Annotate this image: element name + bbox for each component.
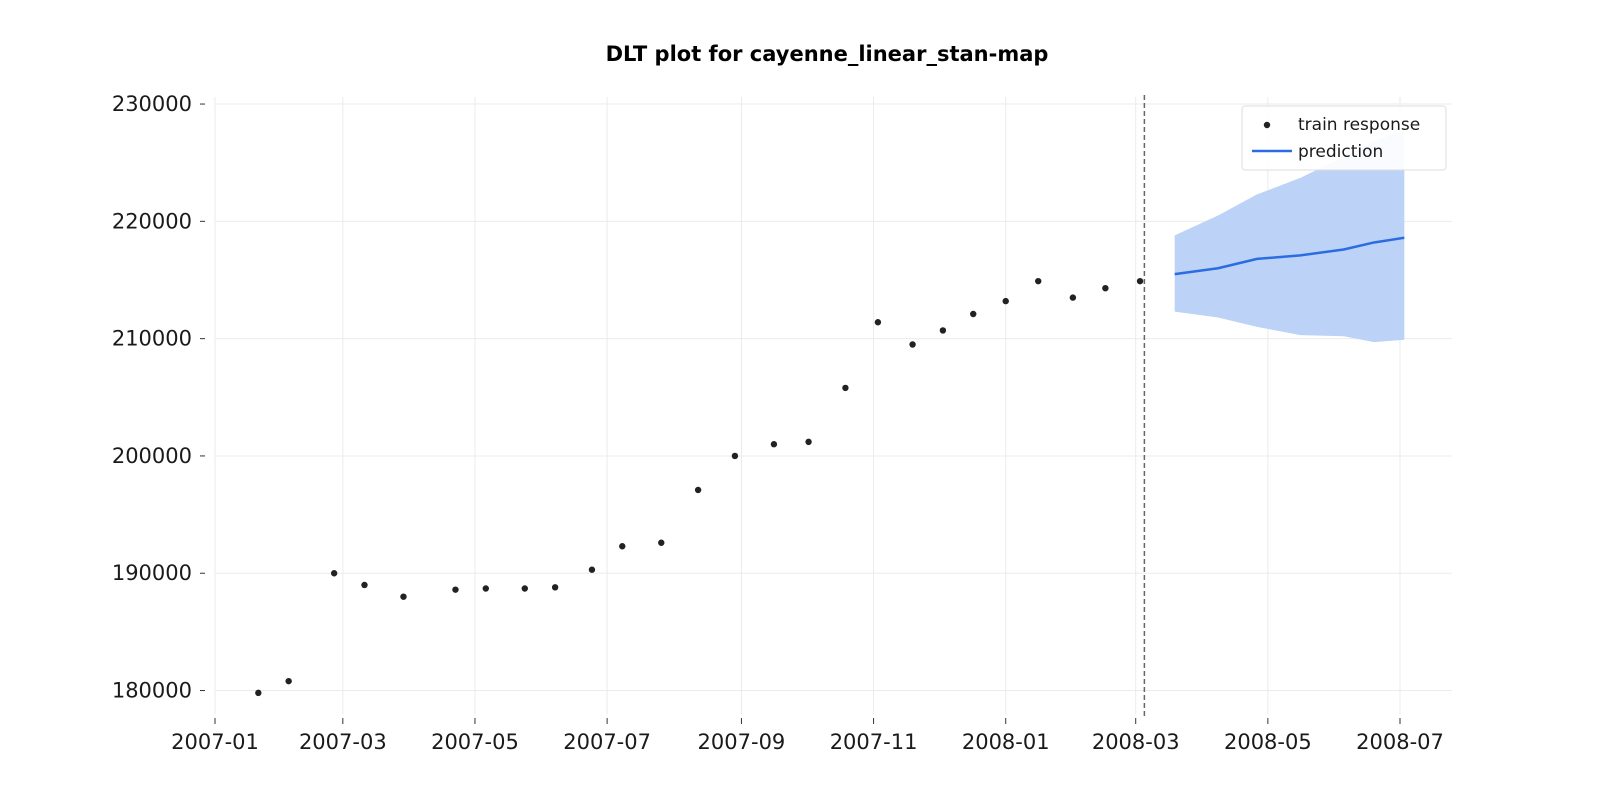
prediction-series-line: [1174, 236, 1405, 276]
train-response-point: [970, 310, 977, 318]
y-tick-label: 190000: [112, 561, 192, 585]
y-tick-label: 180000: [112, 679, 192, 703]
y-tick-label: 230000: [112, 92, 192, 116]
train-response-point: [1035, 277, 1042, 285]
train-response-point: [521, 585, 528, 592]
legend-train-response-marker: [1263, 121, 1271, 129]
train-response-point: [939, 327, 947, 334]
chart-title: DLT plot for cayenne_linear_stan-map: [606, 42, 1049, 66]
train-response-point: [619, 543, 626, 550]
train-response-point: [805, 438, 812, 446]
train-response-point: [452, 586, 459, 593]
x-tick-label: 2008-03: [1092, 730, 1180, 754]
train-response-point: [770, 441, 778, 448]
train-response-point: [551, 584, 559, 591]
y-tick-label: 200000: [112, 444, 192, 468]
train-response-point: [909, 341, 916, 348]
train-response-point: [255, 689, 262, 697]
train-response-point: [285, 677, 292, 685]
legend-box: [1241, 105, 1447, 171]
train-response-point: [588, 566, 596, 573]
train-response-point: [842, 384, 849, 392]
train-response-point: [1136, 277, 1144, 285]
train-response-point: [1069, 294, 1077, 301]
x-tick-label: 2007-11: [830, 730, 918, 754]
train-response-point: [361, 581, 368, 589]
x-tick-label: 2008-07: [1356, 730, 1444, 754]
train-response-point: [482, 585, 489, 592]
train-response-point: [731, 452, 739, 460]
x-axis: 2007-01 2007-03 2007-05 2007-07 2007-09 2007-…: [171, 718, 1444, 754]
grid: [214, 97, 1452, 714]
x-tick-label: 2007-07: [563, 730, 651, 754]
train-response-point: [1002, 297, 1009, 305]
prediction-interval-band: [1174, 129, 1405, 343]
train-response-point: [694, 486, 702, 494]
train-response-point: [330, 570, 338, 577]
train-response-point: [400, 593, 407, 600]
y-axis: 180000 190000 200000 210000 220000 230000: [112, 92, 205, 703]
train-response-point: [1102, 284, 1109, 292]
x-tick-label: 2008-01: [962, 730, 1050, 754]
y-tick-label: 210000: [112, 327, 192, 351]
x-tick-label: 2008-05: [1224, 730, 1312, 754]
prediction-interval-area: [1174, 129, 1405, 343]
y-tick-label: 220000: [112, 209, 192, 233]
train-response-point: [874, 319, 882, 326]
legend-train-response-label: train response: [1298, 115, 1420, 135]
legend: train response prediction: [1241, 105, 1447, 171]
x-tick-label: 2007-05: [431, 730, 519, 754]
train-response-points: [255, 277, 1144, 697]
x-tick-label: 2007-09: [698, 730, 786, 754]
prediction-line: [1174, 236, 1405, 276]
x-tick-label: 2007-01: [171, 730, 259, 754]
train-response-point: [658, 539, 665, 546]
x-tick-label: 2007-03: [299, 730, 387, 754]
legend-prediction-label: prediction: [1298, 142, 1383, 162]
